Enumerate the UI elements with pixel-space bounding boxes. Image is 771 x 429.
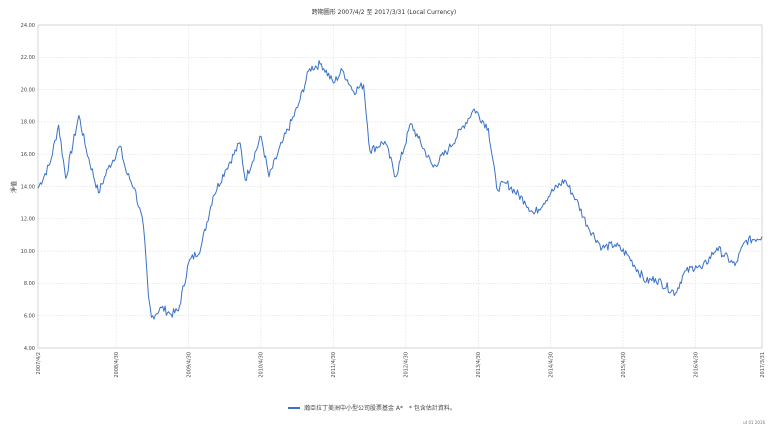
x-tick-label: 2009/4/30 (186, 352, 192, 378)
y-tick-label: 22.00 (21, 55, 35, 61)
legend-series-label: 瀚亞拉丁美洲中小型公司股票基金 A* (304, 405, 404, 412)
axis-layer: 4.00 6.00 8.00 10.00 12.00 14.00 16.00 18.00 20.… (21, 23, 766, 378)
x-tick-label: 2013/4/30 (476, 352, 482, 378)
y-tick-label: 24.00 (21, 23, 35, 29)
x-tick-label: 2012/4/30 (404, 352, 410, 378)
x-tick-label: 2016/4/30 (693, 352, 699, 378)
y-tick-label: 6.00 (24, 314, 35, 320)
grid-layer (37, 24, 763, 349)
x-tick-label: 2010/4/30 (259, 352, 265, 378)
series-line (37, 60, 763, 320)
y-tick-label: 4.00 (24, 346, 35, 352)
x-tick-label: 2014/4/30 (548, 352, 554, 378)
x-tick-label: 2017/3/31 (760, 352, 766, 378)
x-tick-label: 2008/4/30 (114, 352, 120, 378)
legend-swatch (288, 406, 300, 409)
footer-code: ut 01 2016 (743, 420, 765, 425)
x-tick-label: 2011/4/30 (331, 352, 337, 378)
x-tick-label: 2007/4/2 (36, 352, 42, 374)
y-tick-label: 10.00 (21, 249, 35, 255)
y-tick-label: 16.00 (21, 152, 35, 158)
y-tick-label: 8.00 (24, 281, 35, 287)
x-tick-label: 2015/4/30 (621, 352, 627, 378)
chart-title: 跨期圖形 2007/4/2 至 2017/3/31 (Local Currenc… (312, 8, 457, 16)
y-tick-label: 18.00 (21, 120, 35, 126)
y-tick-label: 20.00 (21, 87, 35, 93)
y-axis-label: 淨值 (10, 181, 18, 193)
y-tick-label: 14.00 (21, 184, 35, 190)
legend: 瀚亞拉丁美洲中小型公司股票基金 A* * 包含估計資料。 (288, 403, 456, 412)
legend-note: * 包含估計資料。 (409, 405, 456, 412)
series-layer (37, 60, 763, 320)
y-tick-label: 12.00 (21, 217, 35, 223)
